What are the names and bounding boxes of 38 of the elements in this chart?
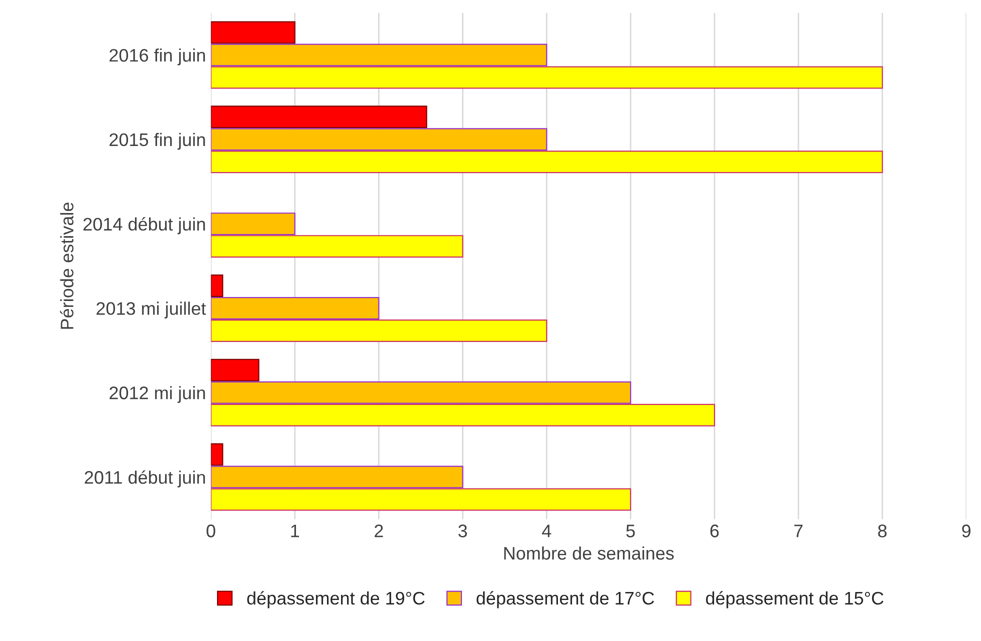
bar: [210, 358, 260, 382]
y-tick-label: 2014 début juin: [83, 217, 205, 234]
x-tick-label: 5: [626, 524, 635, 538]
bar: [210, 212, 296, 236]
y-tick-label: 2015 fin juin: [110, 132, 205, 150]
bar: [210, 128, 548, 151]
y-tick-label: 2012 mi juin: [110, 386, 205, 403]
x-tick-label: 1: [291, 524, 299, 538]
x-axis-title: Nombre de semaines: [504, 546, 674, 560]
bar: [210, 21, 296, 44]
x-tick-label: 4: [542, 524, 552, 538]
bar: [210, 381, 632, 404]
bar: [210, 106, 428, 128]
legend-label: dépassement de 17°C: [476, 591, 654, 608]
bar: [210, 150, 883, 174]
legend-label: dépassement de 15°C: [706, 591, 884, 608]
bar: [210, 404, 716, 426]
bar: [210, 443, 224, 466]
y-axis-title: Période estivale: [60, 202, 74, 329]
legend-label: dépassement de 19°C: [247, 591, 425, 608]
bar: [210, 488, 632, 511]
x-tick-label: 7: [794, 524, 803, 538]
bar: [210, 235, 464, 258]
x-tick-label: 6: [710, 524, 719, 538]
bar: [210, 44, 548, 66]
x-tick-label: 3: [458, 524, 467, 538]
y-tick-label: 2016 fin juin: [110, 48, 205, 66]
bar: [210, 66, 883, 89]
y-tick-label: 2011 début juin: [84, 470, 205, 488]
x-tick-label: 8: [878, 524, 887, 538]
bar: [210, 274, 224, 297]
y-tick-label: 2013 mi juillet: [96, 302, 206, 319]
x-tick-label: 2: [374, 524, 383, 538]
bar: [210, 466, 464, 488]
bar: [210, 296, 380, 320]
x-tick-label: 0: [206, 524, 216, 538]
bar: [210, 319, 548, 342]
x-tick-label: 9: [962, 524, 970, 538]
